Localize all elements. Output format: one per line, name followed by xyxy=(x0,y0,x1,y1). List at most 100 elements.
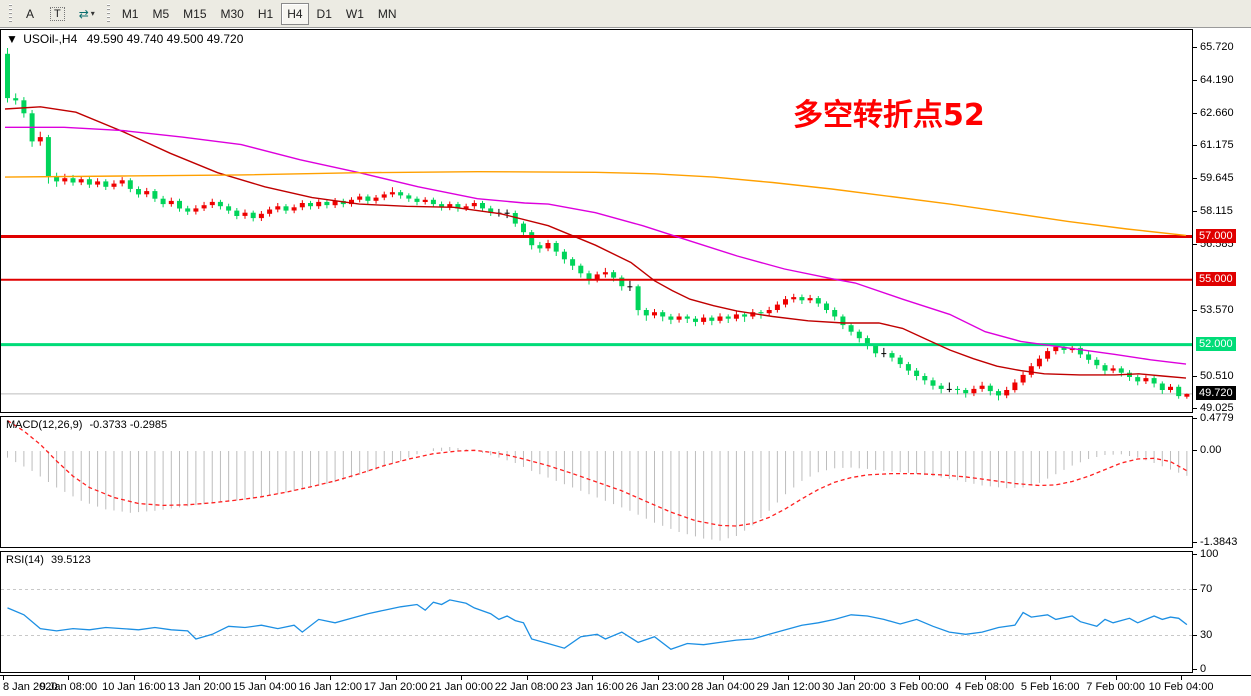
rsi-axis-label: 100 xyxy=(1200,548,1219,560)
rsi-value: 39.5123 xyxy=(50,554,91,566)
objects-tool-button[interactable]: ⇄ ▾ xyxy=(73,3,101,25)
time-tick xyxy=(722,676,724,680)
price-axis-label: 49.025 xyxy=(1200,401,1234,414)
timeframe-button-m30[interactable]: M30 xyxy=(220,6,244,21)
macd-indicator-panel[interactable]: MACD(12,26,9) -0.3733 -0.2985 xyxy=(0,416,1193,548)
timeframe-button-group: M1 M5 M15 M30 H1 H4 D1 W1 MN xyxy=(115,2,404,25)
symbol-label: USOil-,H4 xyxy=(23,32,78,46)
time-tick xyxy=(788,676,790,680)
timeframe-button-h4[interactable]: H4 xyxy=(281,2,309,25)
timeframe-button-m1[interactable]: M1 xyxy=(121,6,139,21)
chevron-down-icon: ▾ xyxy=(90,9,95,18)
symbol-dropdown-icon[interactable]: ▼ xyxy=(6,32,18,46)
rsi-axis-label: 30 xyxy=(1200,628,1213,641)
time-tick xyxy=(1050,676,1052,680)
price-axis-label: 53.570 xyxy=(1200,303,1234,316)
toolbar: A T ⇄ ▾ M1 M5 M15 M30 H1 H4 D1 W1 MN xyxy=(0,0,1251,28)
axis-tick xyxy=(1193,244,1197,246)
macd-axis-label: -1.3843 xyxy=(1200,535,1238,548)
axis-tick xyxy=(1193,47,1197,48)
price-axis-label: 64.190 xyxy=(1200,74,1234,87)
chart-annotation-text[interactable]: 多空转折点52 xyxy=(793,98,985,133)
time-axis-label: 23 Jan 16:00 xyxy=(560,681,624,693)
text-tool-icon: T xyxy=(50,6,65,21)
time-axis-label: 21 Jan 00:00 xyxy=(429,681,493,693)
time-axis-label: 17 Jan 20:00 xyxy=(363,681,428,693)
macd-label-row: MACD(12,26,9) -0.3733 -0.2985 xyxy=(6,419,167,431)
time-axis-label: 9 Jan 08:00 xyxy=(39,681,98,693)
time-tick xyxy=(395,676,397,680)
time-axis-label: 16 Jan 12:00 xyxy=(298,681,363,693)
axis-tick xyxy=(1193,309,1197,311)
axis-tick xyxy=(1193,418,1197,420)
time-tick xyxy=(68,676,70,680)
time-axis-label: 22 Jan 08:00 xyxy=(494,681,559,693)
price-badge: 55.000 xyxy=(1196,271,1236,286)
rsi-label: RSI(14) xyxy=(6,554,44,566)
timeframe-button-h1[interactable]: H1 xyxy=(257,6,274,21)
timeframe-button-w1[interactable]: W1 xyxy=(345,6,364,21)
toolbar-grip-2[interactable] xyxy=(105,3,111,24)
time-tick xyxy=(330,676,332,680)
macd-values: -0.3733 -0.2985 xyxy=(89,419,168,431)
axis-tick xyxy=(1193,634,1197,636)
time-axis-label: 8 Jan 2020 xyxy=(3,681,58,693)
toolbar-grip[interactable] xyxy=(8,3,13,24)
ohlc-values: 49.590 49.740 49.500 49.720 xyxy=(86,32,244,46)
price-axis-label: 59.645 xyxy=(1200,172,1234,185)
time-tick xyxy=(1115,676,1117,680)
axis-tick xyxy=(1193,554,1197,555)
text-tool-button[interactable]: T xyxy=(44,3,71,25)
time-axis[interactable]: 8 Jan 2020 9 Jan 08:00 10 Jan 16:00 13 Jan … xyxy=(0,675,1251,696)
axis-tick xyxy=(1193,113,1197,115)
timeframe-button-mn[interactable]: MN xyxy=(377,6,397,21)
time-tick xyxy=(264,676,266,680)
time-axis-label: 28 Jan 04:00 xyxy=(691,681,755,693)
rsi-indicator-panel[interactable]: RSI(14) 39.5123 xyxy=(0,551,1193,673)
time-tick xyxy=(461,676,463,680)
time-tick xyxy=(657,676,659,680)
time-tick xyxy=(853,676,855,680)
objects-icon: ⇄ xyxy=(78,6,89,21)
axis-tick xyxy=(1193,669,1197,670)
axis-tick xyxy=(1193,588,1197,590)
time-axis-label: 15 Jan 04:00 xyxy=(232,681,297,693)
arrow-tool-button[interactable]: A xyxy=(25,6,34,21)
price-chart-panel[interactable]: ▼ USOil-,H4 49.590 49.740 49.500 49.720 … xyxy=(0,29,1193,413)
time-axis-label: 26 Jan 23:00 xyxy=(625,681,690,693)
price-axis-label: 65.720 xyxy=(1200,41,1234,53)
timeframe-button-m5[interactable]: M5 xyxy=(152,6,170,21)
time-tick xyxy=(526,676,528,680)
rsi-axis-label: 0 xyxy=(1200,663,1207,675)
timeframe-button-d1[interactable]: D1 xyxy=(316,6,332,21)
axis-tick xyxy=(1193,375,1197,377)
chart-title: ▼ USOil-,H4 49.590 49.740 49.500 49.720 xyxy=(6,32,243,46)
macd-label: MACD(12,26,9) xyxy=(6,419,83,431)
price-axis[interactable]: 65.720 64.190 62.660 61.175 59.645 58.115 56.5… xyxy=(1193,29,1251,675)
time-axis-label: 4 Feb 08:00 xyxy=(955,681,1015,693)
time-axis-label: 7 Feb 00:00 xyxy=(1086,681,1145,693)
timeframe-button-m15[interactable]: M15 xyxy=(183,6,207,21)
time-axis-label: 10 Feb 04:00 xyxy=(1148,681,1214,693)
axis-tick xyxy=(1193,541,1197,543)
price-badge: 49.720 xyxy=(1196,385,1236,400)
time-axis-label: 3 Feb 00:00 xyxy=(889,681,949,693)
axis-tick xyxy=(1193,178,1197,180)
axis-tick xyxy=(1193,407,1197,409)
time-axis-label: 13 Jan 20:00 xyxy=(167,681,232,693)
time-axis-label: 30 Jan 20:00 xyxy=(822,681,886,693)
time-tick xyxy=(919,676,921,680)
macd-axis-label: 0.00 xyxy=(1200,444,1222,456)
price-badge: 52.000 xyxy=(1196,336,1236,351)
time-tick xyxy=(592,676,594,680)
rsi-axis-label: 70 xyxy=(1200,582,1213,595)
time-tick xyxy=(984,676,986,680)
price-badge: 57.000 xyxy=(1196,228,1236,243)
rsi-label-row: RSI(14) 39.5123 xyxy=(6,554,91,566)
time-tick xyxy=(199,676,201,680)
time-axis-label: 5 Feb 16:00 xyxy=(1020,681,1080,693)
price-axis-label: 61.175 xyxy=(1200,139,1234,152)
time-tick xyxy=(1181,676,1183,680)
axis-tick xyxy=(1193,450,1197,451)
